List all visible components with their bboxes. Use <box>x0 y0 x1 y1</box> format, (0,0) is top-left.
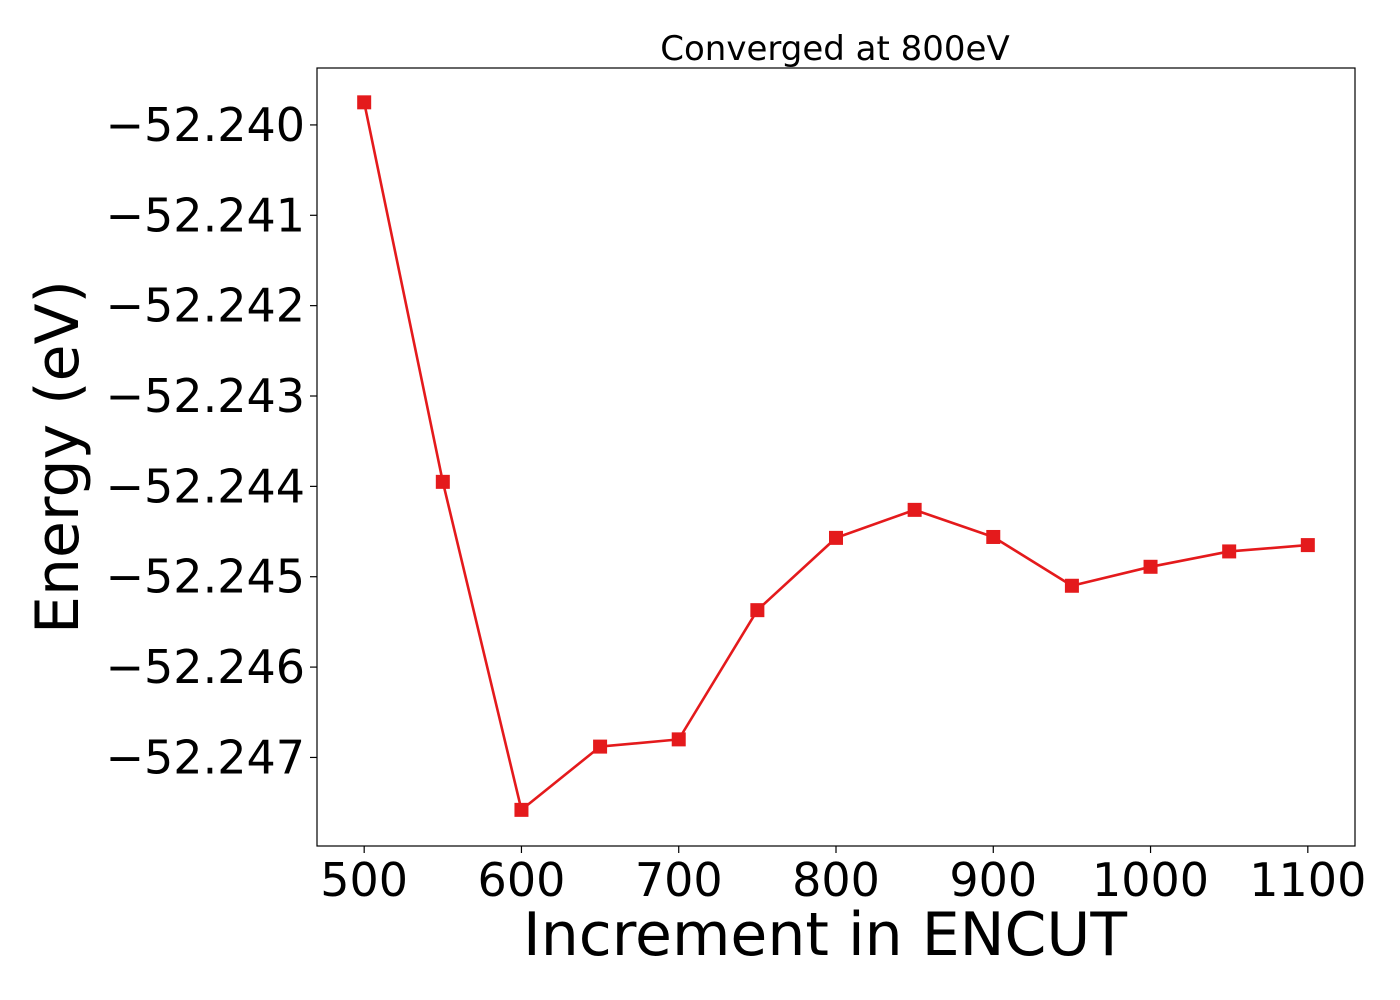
data-point-marker <box>593 739 608 754</box>
y-tick-label: −52.245 <box>106 550 306 604</box>
data-point-marker <box>1222 544 1237 559</box>
x-tick-label: 600 <box>478 853 566 907</box>
data-point-marker <box>829 530 843 545</box>
y-tick-label: −52.246 <box>106 640 306 694</box>
y-tick-label: −52.242 <box>106 279 306 333</box>
y-tick-label: −52.243 <box>106 369 306 423</box>
series-line <box>362 102 1308 812</box>
x-axis: 500 600 700 800 900 1000 1100 <box>320 846 1366 907</box>
data-point-marker <box>1143 559 1158 574</box>
data-point-marker <box>435 474 450 489</box>
plot-frame <box>316 67 1356 847</box>
x-tick-label: 500 <box>320 853 408 907</box>
x-tick-label: 700 <box>635 853 723 907</box>
x-tick-label: 800 <box>792 853 880 907</box>
y-tick-label: −52.241 <box>106 188 306 242</box>
data-point-marker <box>1064 578 1079 593</box>
x-tick-label: 900 <box>949 853 1037 907</box>
x-axis-label: Increment in ENCUT <box>523 900 1127 970</box>
data-point-marker <box>1300 538 1315 553</box>
data-point-marker <box>750 603 765 618</box>
data-point-marker <box>357 95 372 110</box>
series-layer <box>357 95 1315 817</box>
y-axis: −52.240 −52.241 −52.242 −52.243 −52.244 −52.2… <box>106 98 317 784</box>
data-point-marker <box>671 732 686 747</box>
chart-title: Converged at 800eV <box>660 29 1009 69</box>
data-point-marker <box>514 802 529 817</box>
data-point-marker <box>986 529 1001 544</box>
data-point-marker <box>907 502 922 517</box>
y-tick-label: −52.244 <box>106 459 306 513</box>
x-tick-label: 1100 <box>1249 853 1366 907</box>
y-axis-label: Energy (eV) <box>23 280 93 634</box>
x-tick-label: 1000 <box>1092 853 1209 907</box>
y-tick-label: −52.240 <box>106 98 306 152</box>
y-tick-label: −52.247 <box>106 730 306 784</box>
